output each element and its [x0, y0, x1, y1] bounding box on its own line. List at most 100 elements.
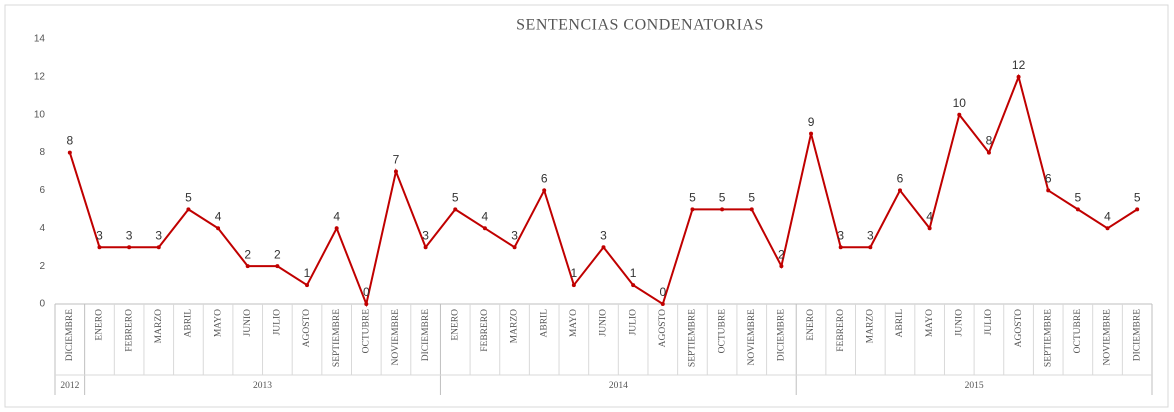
data-point [868, 245, 873, 250]
x-tick-label: ENERO [450, 309, 460, 341]
x-tick-label: SEPTIEMBRE [1043, 309, 1053, 367]
data-point [275, 264, 280, 269]
data-label: 5 [719, 191, 726, 205]
data-label: 4 [333, 209, 340, 223]
x-tick-label: NOVIEMBRE [747, 309, 757, 366]
data-point [67, 150, 72, 155]
data-label: 1 [571, 266, 578, 280]
data-label: 10 [953, 96, 967, 110]
group-label: 2014 [609, 381, 628, 391]
x-tick-label: OCTUBRE [1073, 309, 1083, 354]
group-label: 2012 [60, 381, 79, 391]
data-label: 5 [1075, 191, 1082, 205]
x-tick-label: OCTUBRE [717, 309, 727, 354]
x-tick-label: DICIEMBRE [65, 309, 75, 361]
data-point [660, 302, 665, 306]
data-label: 6 [897, 172, 904, 186]
x-tick-label: DICIEMBRE [421, 309, 431, 361]
x-tick-label: ABRIL [539, 309, 549, 338]
x-tick-label: JUNIO [954, 309, 964, 337]
x-tick-label: MAYO [925, 309, 935, 337]
x-tick-label: FEBRERO [124, 309, 134, 352]
x-tick-label: AGOSTO [1014, 309, 1024, 347]
group-label: 2013 [253, 381, 272, 391]
data-point [1075, 207, 1080, 212]
data-point [986, 150, 991, 155]
x-tick-label: JUNIO [599, 309, 609, 337]
x-tick-label: SEPTIEMBRE [688, 309, 698, 367]
x-tick-label: MAYO [213, 309, 223, 337]
data-label: 2 [778, 247, 785, 261]
data-point [957, 112, 962, 117]
data-point [245, 264, 250, 269]
y-tick-label: 10 [34, 109, 46, 120]
data-label: 2 [244, 247, 251, 261]
data-label: 8 [66, 134, 73, 148]
data-point [571, 283, 576, 288]
data-point [779, 264, 784, 269]
data-point [216, 226, 221, 231]
data-point [601, 245, 606, 250]
data-point [1016, 74, 1021, 79]
data-label: 7 [393, 153, 400, 167]
x-tick-label: DICIEMBRE [1132, 309, 1142, 361]
y-tick-label: 14 [34, 34, 46, 45]
data-label: 5 [689, 191, 696, 205]
data-label: 5 [1134, 191, 1141, 205]
data-label: 3 [155, 228, 162, 242]
data-point [690, 207, 695, 212]
x-tick-label: ABRIL [184, 309, 194, 338]
data-point [393, 169, 398, 174]
data-point [720, 207, 725, 212]
data-label: 3 [511, 228, 518, 242]
x-tick-label: MARZO [154, 309, 164, 343]
x-tick-label: ENERO [806, 309, 816, 341]
y-tick-label: 12 [34, 71, 46, 82]
data-point [482, 226, 487, 231]
data-point [156, 245, 161, 250]
data-point [1046, 188, 1051, 193]
y-tick-label: 6 [39, 185, 45, 196]
x-tick-label: JULIO [984, 309, 994, 336]
y-tick-label: 4 [39, 223, 45, 234]
data-point [927, 226, 932, 231]
data-label: 3 [837, 228, 844, 242]
data-label: 6 [1045, 172, 1052, 186]
x-tick-label: AGOSTO [302, 309, 312, 347]
x-tick-label: AGOSTO [658, 309, 668, 347]
data-label: 5 [452, 191, 459, 205]
y-tick-label: 2 [39, 261, 45, 272]
data-label: 6 [541, 172, 548, 186]
data-label: 5 [748, 191, 755, 205]
data-label: 4 [482, 209, 489, 223]
data-point [186, 207, 191, 212]
data-label: 5 [185, 191, 192, 205]
group-label: 2015 [965, 381, 984, 391]
data-label: 0 [363, 285, 370, 299]
data-label: 3 [96, 228, 103, 242]
data-label: 3 [600, 228, 607, 242]
data-label: 9 [808, 115, 815, 129]
data-label: 1 [630, 266, 637, 280]
data-point [1105, 226, 1110, 231]
data-point [127, 245, 132, 250]
x-tick-label: MAYO [569, 309, 579, 337]
x-tick-label: JULIO [628, 309, 638, 336]
data-point [453, 207, 458, 212]
x-tick-label: FEBRERO [480, 309, 490, 352]
x-tick-label: FEBRERO [836, 309, 846, 352]
x-tick-label: NOVIEMBRE [1103, 309, 1113, 366]
data-point [334, 226, 339, 231]
data-label: 2 [274, 247, 281, 261]
data-point [1135, 207, 1140, 212]
data-label: 4 [926, 209, 933, 223]
data-label: 4 [1104, 209, 1111, 223]
x-tick-label: SEPTIEMBRE [332, 309, 342, 367]
data-label: 3 [422, 228, 429, 242]
x-tick-label: ENERO [95, 309, 105, 341]
data-point [97, 245, 102, 250]
x-tick-label: MARZO [866, 309, 876, 343]
data-label: 8 [986, 134, 993, 148]
data-point [512, 245, 517, 250]
